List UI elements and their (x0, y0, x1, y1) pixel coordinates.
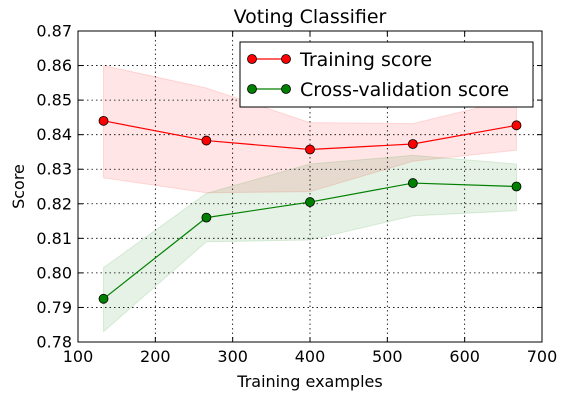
y-tick-label: 0.87 (36, 22, 72, 41)
training-score-point (511, 120, 522, 131)
y-tick-label: 0.86 (36, 56, 72, 75)
y-tick-label: 0.81 (36, 229, 72, 248)
y-tick-label: 0.85 (36, 91, 72, 110)
y-tick-labels: 0.78 0.79 0.80 0.81 0.82 0.83 0.84 0.85 0.86 0.87 (36, 22, 72, 352)
y-tick-label: 0.84 (36, 125, 72, 144)
legend-label-cross-validation: Cross-validation score (300, 79, 509, 101)
legend-box (239, 41, 534, 108)
y-tick-label: 0.79 (36, 298, 72, 317)
training-score-point (305, 144, 315, 155)
cross-validation-score-band (103, 154, 517, 333)
legend-marker-cross-validation (247, 84, 257, 94)
legend-marker-training (281, 54, 291, 64)
x-tick-label: 500 (372, 347, 403, 366)
y-axis-label: Score (9, 164, 28, 209)
training-score-point (201, 135, 212, 146)
training-score-point (98, 115, 109, 126)
x-tick-label: 200 (140, 347, 171, 366)
confidence-bands (103, 64, 517, 333)
x-tick-label: 400 (295, 347, 326, 366)
x-tick-label: 700 (527, 347, 558, 366)
legend: Training score Cross-validation score (239, 41, 534, 108)
legend-marker-training (247, 54, 257, 64)
cross-validation-score-point (98, 293, 109, 304)
cross-validation-score-point (511, 181, 522, 192)
x-axis-label: Training examples (236, 372, 382, 391)
training-score-band (103, 64, 517, 194)
y-tick-label: 0.83 (36, 160, 72, 179)
chart-title: Voting Classifier (234, 6, 387, 28)
cross-validation-score-point (407, 178, 418, 188)
x-tick-label: 100 (63, 347, 94, 366)
x-tick-label: 300 (217, 347, 248, 366)
x-tick-labels: 100 200 300 400 500 600 700 (63, 347, 558, 366)
legend-label-training: Training score (299, 49, 432, 71)
x-tick-label: 600 (449, 347, 480, 366)
training-score-point (407, 139, 418, 149)
cross-validation-score-point (201, 212, 212, 223)
series-markers (98, 115, 522, 304)
legend-marker-cross-validation (281, 84, 291, 94)
y-tick-label: 0.80 (36, 263, 72, 282)
y-tick-label: 0.78 (36, 333, 72, 352)
cross-validation-score-point (305, 197, 315, 207)
axis-ticks (77, 30, 543, 343)
y-tick-label: 0.82 (36, 194, 72, 213)
